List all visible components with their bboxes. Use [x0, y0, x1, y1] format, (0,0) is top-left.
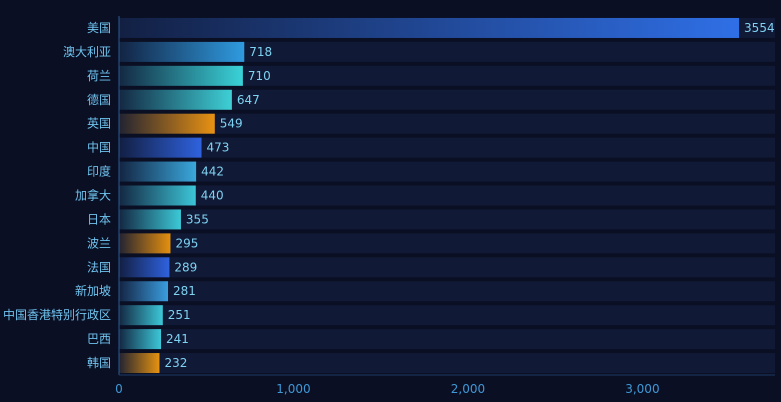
x-tick-label: 3,000: [625, 382, 659, 396]
bar[interactable]: [119, 209, 181, 230]
category-label: 波兰: [87, 236, 111, 250]
value-labels: 3554 718 710 647 549 473 442 440 355 295 289 281 251…: [164, 21, 774, 370]
bar[interactable]: [119, 17, 740, 38]
category-label: 中国香港特别行政区: [3, 307, 111, 322]
bar[interactable]: [119, 185, 196, 206]
category-label: 加拿大: [75, 188, 111, 203]
bars-layer: [119, 17, 775, 374]
value-label: 718: [249, 45, 272, 59]
value-label: 355: [186, 212, 209, 226]
x-tick-label: 1,000: [276, 382, 310, 396]
x-tick-label: 2,000: [451, 382, 485, 396]
category-label: 巴西: [87, 332, 111, 346]
bar[interactable]: [119, 161, 197, 182]
value-label: 232: [164, 356, 187, 370]
value-label: 473: [207, 141, 230, 155]
row-background: [119, 161, 775, 182]
bar[interactable]: [119, 89, 232, 110]
category-label: 法国: [87, 260, 111, 274]
value-label: 3554: [744, 21, 775, 35]
category-label: 日本: [87, 212, 111, 226]
category-label: 英国: [87, 117, 111, 131]
bar[interactable]: [119, 65, 243, 86]
row-background: [119, 305, 775, 326]
row-background: [119, 65, 775, 86]
value-label: 281: [173, 284, 196, 298]
bar[interactable]: [119, 329, 162, 350]
category-label: 美国: [87, 21, 111, 35]
axes: 0 1,000 2,000 3,000: [115, 16, 775, 396]
row-background: [119, 329, 775, 350]
category-label: 韩国: [87, 355, 111, 370]
bar[interactable]: [119, 353, 160, 374]
value-label: 549: [220, 117, 243, 131]
bar[interactable]: [119, 137, 202, 158]
value-label: 289: [174, 260, 197, 274]
row-background: [119, 185, 775, 206]
row-background: [119, 41, 775, 62]
value-label: 295: [175, 236, 198, 250]
row-background: [119, 113, 775, 134]
row-background: [119, 89, 775, 110]
bar[interactable]: [119, 41, 245, 62]
row-background: [119, 281, 775, 302]
category-label: 新加坡: [75, 283, 111, 298]
bar[interactable]: [119, 233, 171, 254]
value-label: 440: [201, 189, 224, 203]
category-label: 澳大利亚: [63, 45, 111, 59]
bar[interactable]: [119, 113, 215, 134]
bar[interactable]: [119, 281, 169, 302]
value-label: 442: [201, 165, 224, 179]
row-background: [119, 209, 775, 230]
x-tick-label: 0: [115, 382, 123, 396]
row-background: [119, 353, 775, 374]
category-label: 印度: [87, 164, 111, 179]
value-label: 241: [166, 332, 189, 346]
bar[interactable]: [119, 257, 170, 278]
value-label: 647: [237, 93, 260, 107]
row-background: [119, 257, 775, 278]
row-background: [119, 137, 775, 158]
category-label: 德国: [87, 92, 111, 107]
row-background: [119, 233, 775, 254]
category-labels: 美国澳大利亚荷兰德国英国中国印度加拿大日本波兰法国新加坡中国香港特别行政区巴西韩…: [3, 21, 111, 370]
category-label: 荷兰: [87, 69, 111, 83]
category-label: 中国: [87, 140, 111, 155]
value-label: 710: [248, 69, 271, 83]
value-label: 251: [168, 308, 191, 322]
bar[interactable]: [119, 305, 163, 326]
